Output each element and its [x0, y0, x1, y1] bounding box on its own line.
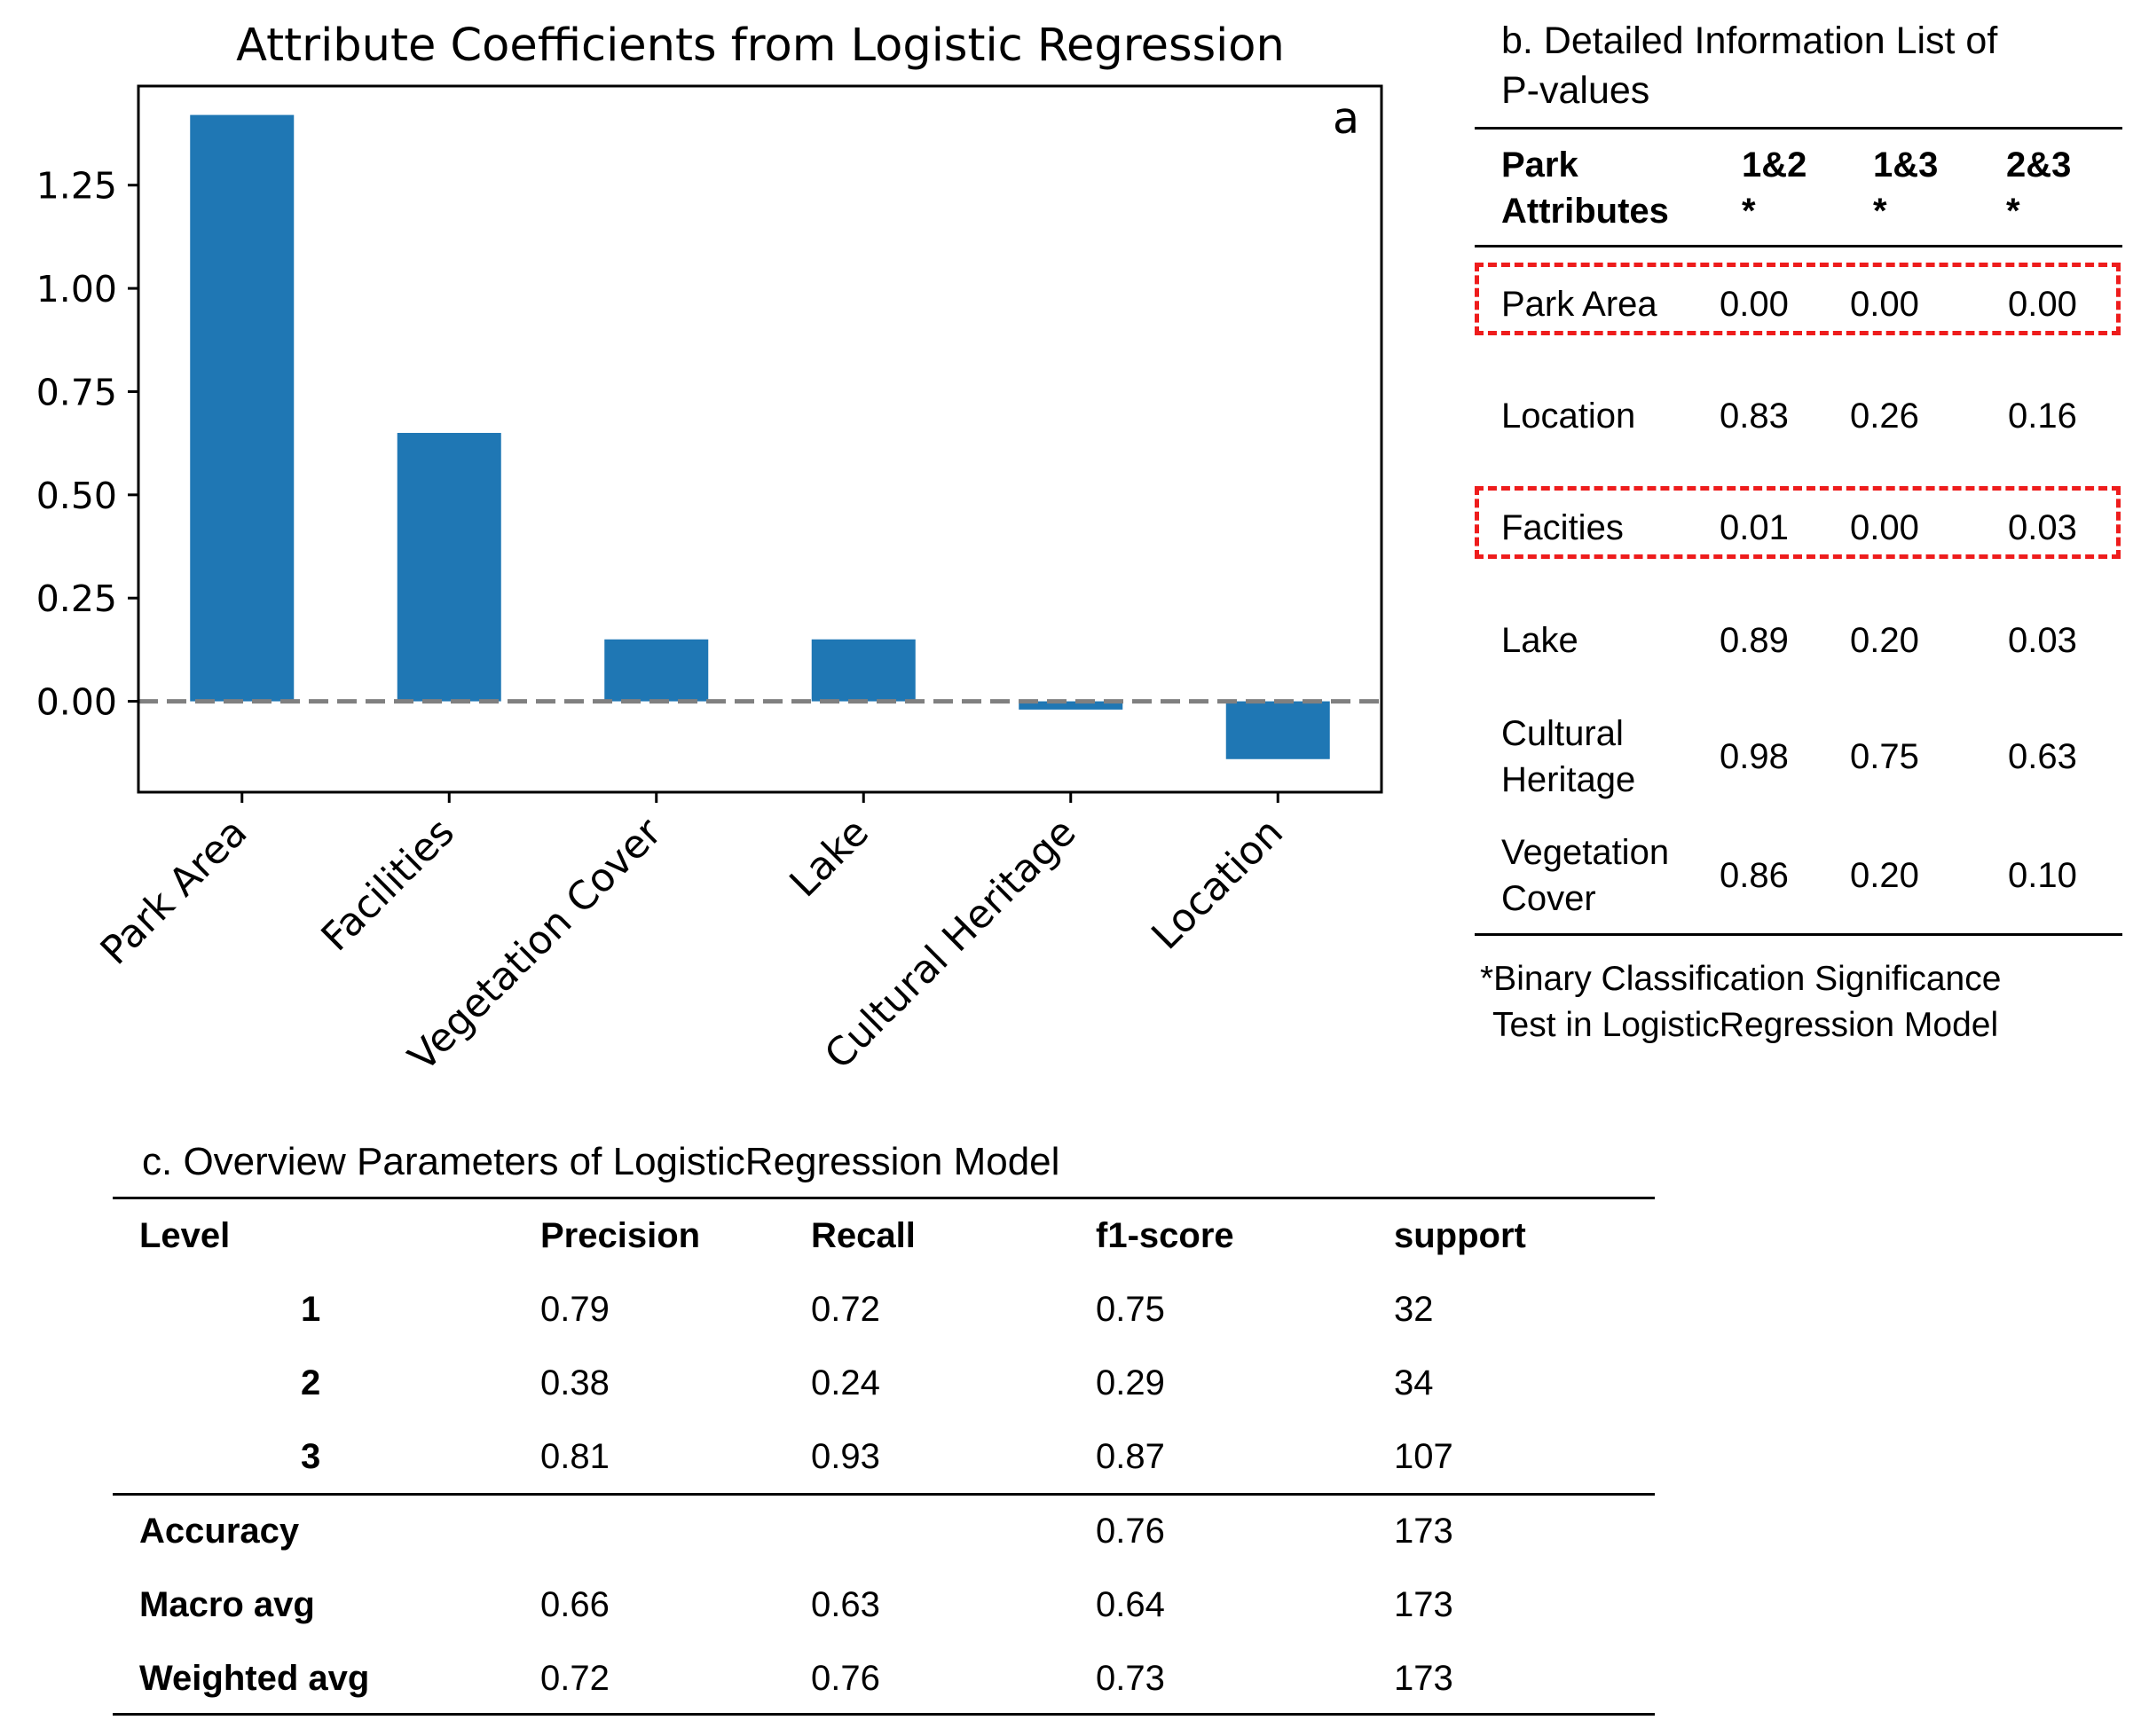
level-3-support: 107	[1394, 1437, 1453, 1476]
bar-lake	[811, 639, 916, 702]
weighted-avg-label: Weighted avg	[139, 1659, 370, 1698]
coefficient-bar-chart: Attribute Coefficients from Logistic Reg…	[36, 20, 1383, 1080]
x-tick-label-lake: Lake	[782, 810, 878, 907]
y-tick-label-5: 1.25	[36, 165, 117, 208]
weighted-avg-f1: 0.73	[1096, 1659, 1165, 1698]
plot-frame	[137, 84, 1383, 794]
macro-avg-precision: 0.66	[540, 1585, 610, 1624]
macro-avg-recall: 0.63	[811, 1585, 880, 1624]
y-axis: 0.00 0.25 0.50 0.75 1.00 1.25	[36, 165, 138, 724]
level-1-label: 1	[301, 1290, 321, 1329]
level-2-recall: 0.24	[811, 1363, 880, 1402]
header-support: support	[1394, 1216, 1526, 1255]
level-1-precision: 0.79	[540, 1290, 610, 1329]
level-3-recall: 0.93	[811, 1437, 880, 1476]
bars-layer	[190, 114, 1330, 759]
panel-label-a: a	[1333, 93, 1359, 144]
x-tick-label-facilities: Facilities	[313, 810, 463, 960]
level-1-f1: 0.75	[1096, 1290, 1165, 1329]
x-tick-label-park-area: Park Area	[92, 810, 256, 974]
header-recall: Recall	[811, 1216, 916, 1255]
header-precision: Precision	[540, 1216, 701, 1255]
y-tick-label-4: 1.00	[36, 268, 117, 310]
macro-avg-f1: 0.64	[1096, 1585, 1165, 1624]
header-f1-score: f1-score	[1096, 1216, 1234, 1255]
model-table-bottom-rule	[113, 1713, 1655, 1716]
bar-cultural-heritage	[1019, 701, 1123, 710]
macro-avg-label: Macro avg	[139, 1585, 315, 1624]
macro-avg-support: 173	[1394, 1585, 1453, 1624]
level-1-support: 32	[1394, 1290, 1434, 1329]
weighted-avg-precision: 0.72	[540, 1659, 610, 1698]
level-3-f1: 0.87	[1096, 1437, 1165, 1476]
weighted-avg-recall: 0.76	[811, 1659, 880, 1698]
bar-location	[1225, 701, 1330, 759]
y-tick-label-2: 0.50	[36, 475, 117, 517]
level-2-support: 34	[1394, 1363, 1434, 1402]
weighted-avg-support: 173	[1394, 1659, 1453, 1698]
level-2-f1: 0.29	[1096, 1363, 1165, 1402]
level-1-recall: 0.72	[811, 1290, 880, 1329]
model-table-top-rule	[113, 1197, 1655, 1199]
model-table-mid-rule	[113, 1493, 1655, 1496]
header-level: Level	[139, 1216, 231, 1255]
y-tick-label-0: 0.00	[36, 681, 117, 724]
level-3-precision: 0.81	[540, 1437, 610, 1476]
x-tick-label-location: Location	[1143, 810, 1292, 959]
level-2-precision: 0.38	[540, 1363, 610, 1402]
level-2-label: 2	[301, 1363, 321, 1402]
accuracy-label: Accuracy	[139, 1512, 300, 1551]
level-3-label: 3	[301, 1437, 321, 1476]
bar-park-area	[190, 114, 295, 702]
accuracy-f1: 0.76	[1096, 1512, 1165, 1551]
chart-title: Attribute Coefficients from Logistic Reg…	[236, 20, 1285, 72]
accuracy-support: 173	[1394, 1512, 1453, 1551]
bar-facilities	[397, 433, 501, 702]
y-tick-label-1: 0.25	[36, 577, 117, 620]
bar-vegetation-cover	[604, 639, 709, 702]
y-tick-label-3: 0.75	[36, 371, 117, 413]
